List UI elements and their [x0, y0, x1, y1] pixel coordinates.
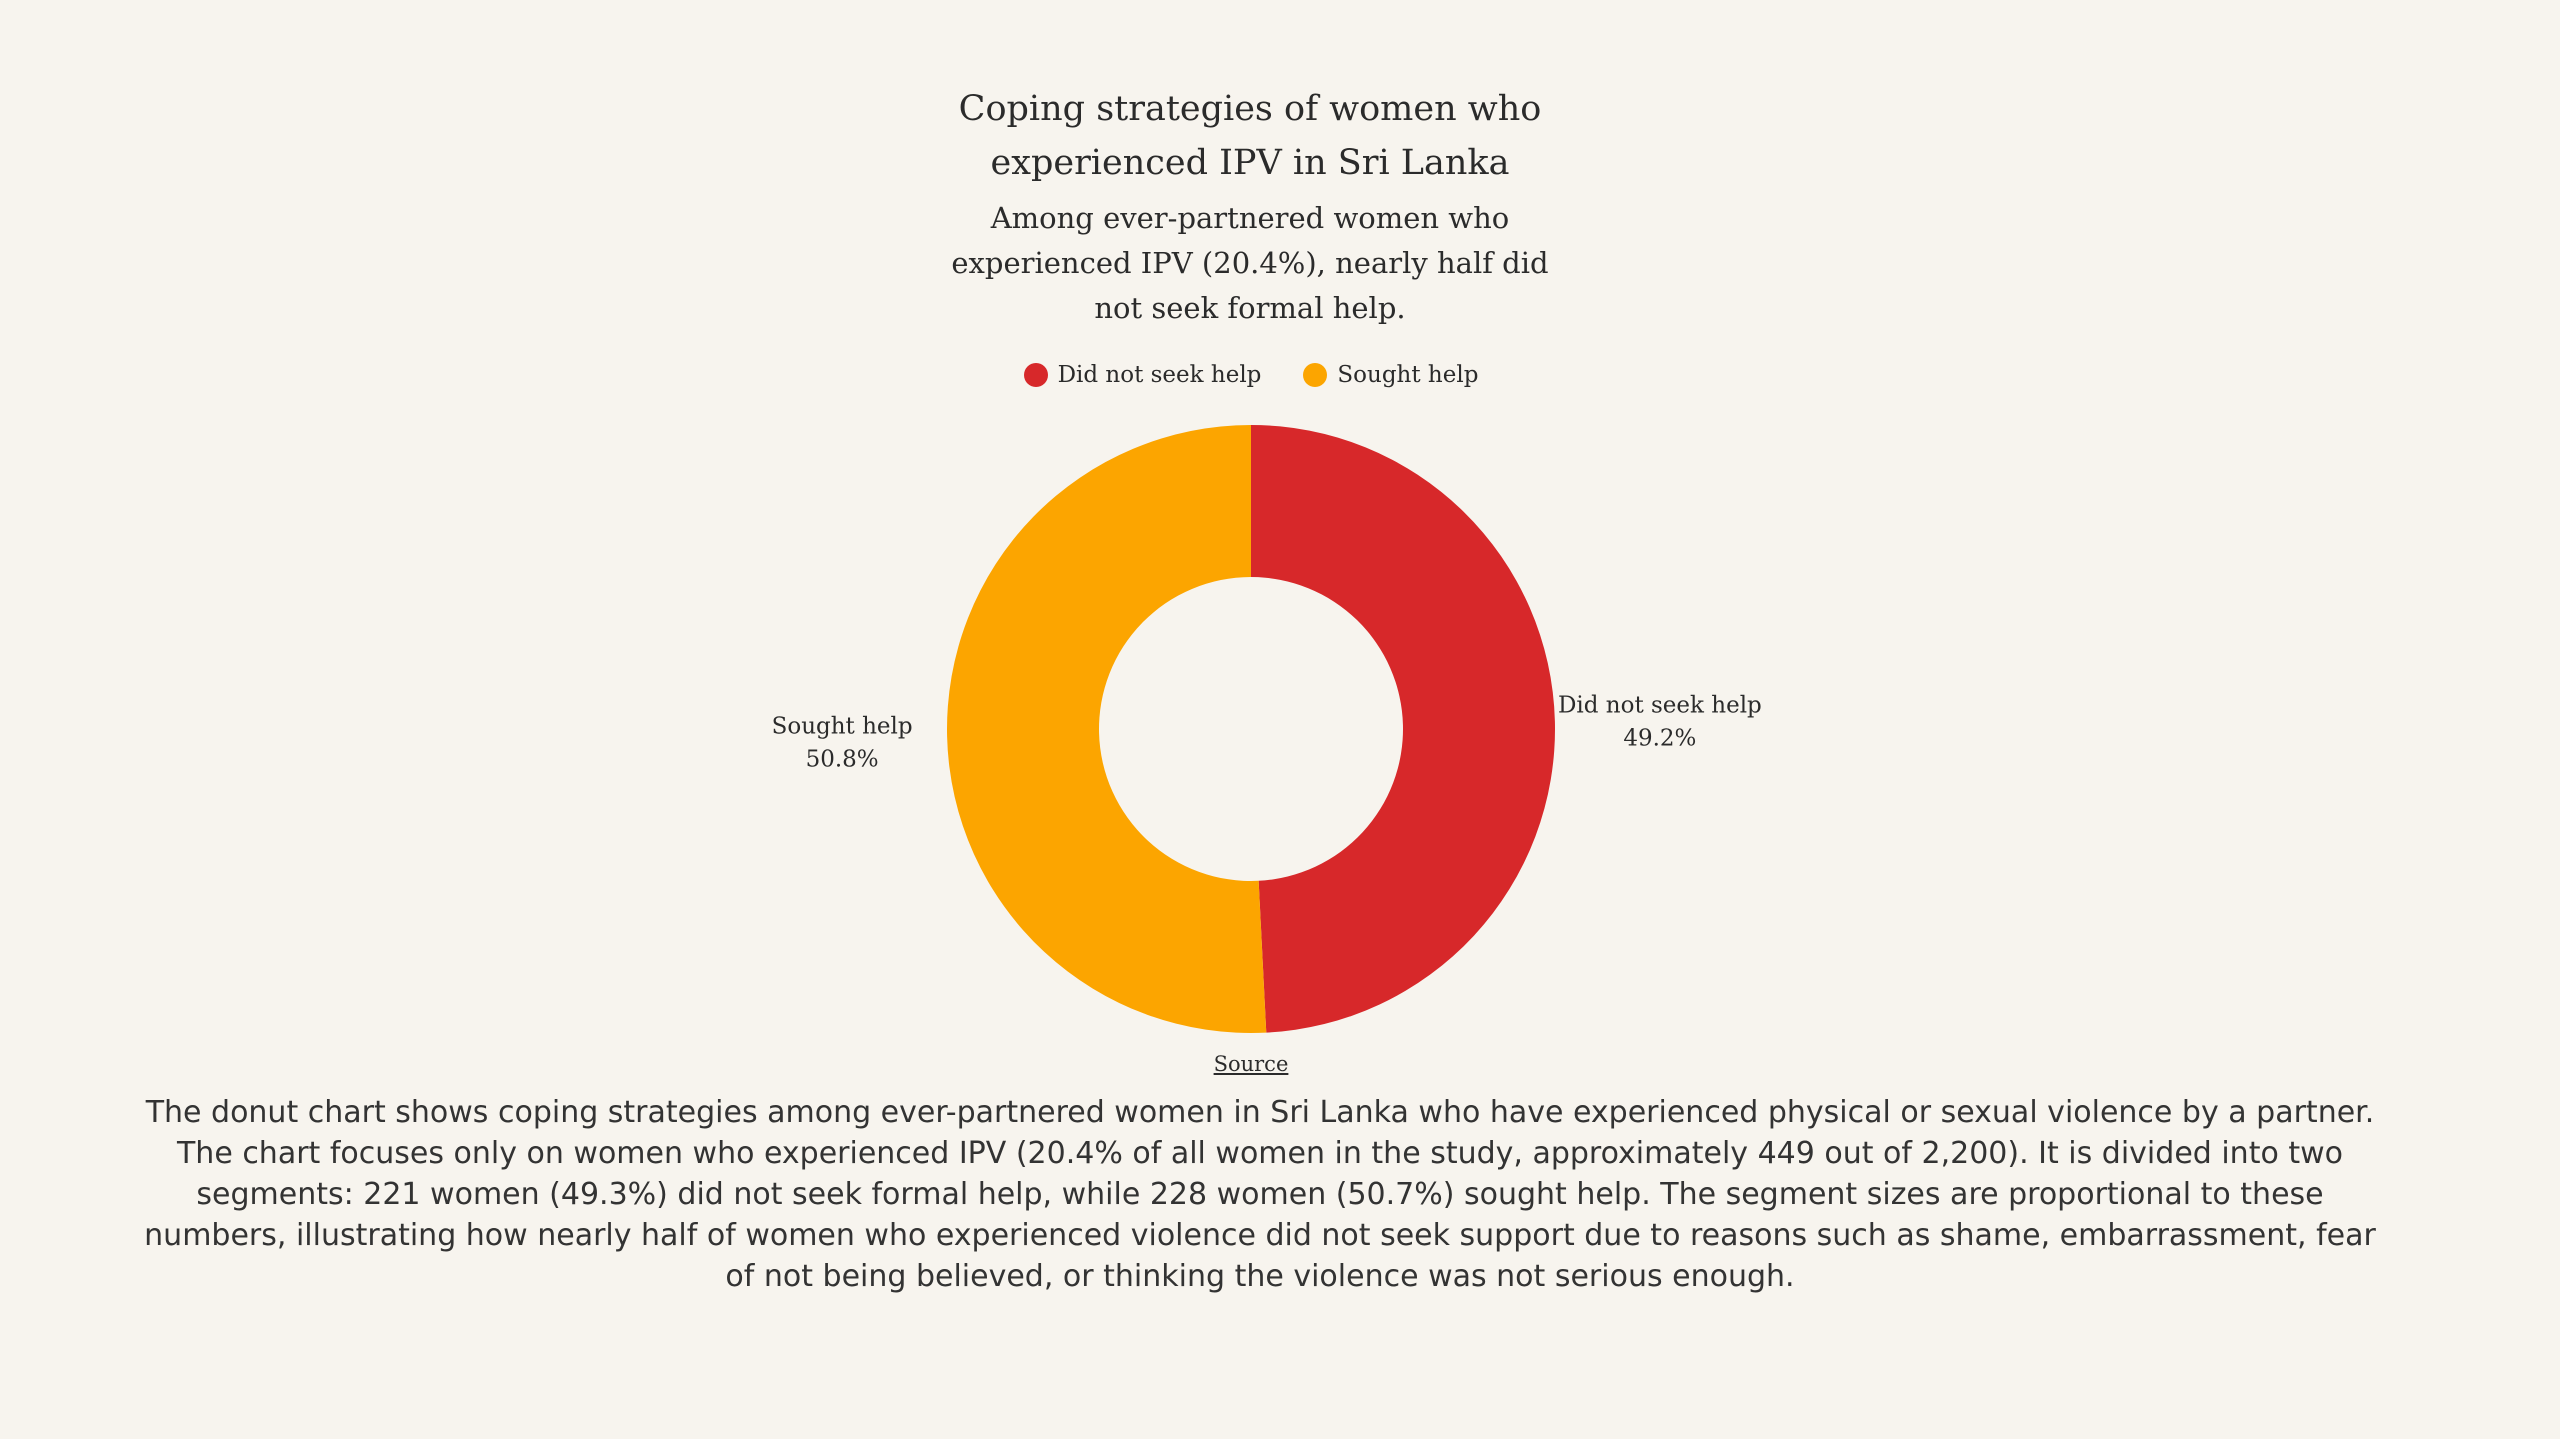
slice-label-sought-help: Sought help 50.8%: [772, 713, 913, 772]
legend-label-sought-help: Sought help: [1337, 362, 1479, 388]
source-link[interactable]: Source: [1213, 1052, 1289, 1076]
chart-title: Coping strategies of women who experienc…: [958, 89, 1542, 183]
donut-slice-sought-help[interactable]: [947, 425, 1267, 1033]
chart-subtitle: Among ever-partnered women who experienc…: [951, 201, 1549, 325]
chart-description: The donut chart shows coping strategies …: [144, 1095, 2376, 1294]
donut-slices: [947, 425, 1556, 1033]
legend-item-sought-help[interactable]: Sought help: [1303, 362, 1478, 388]
slice-labels: Did not seek help 49.2% Sought help 50.8%: [772, 693, 1762, 773]
legend-swatch-sought-help: [1303, 363, 1328, 387]
donut-slice-did-not-seek-help[interactable]: [1251, 425, 1556, 1033]
slice-label-did-not-seek-help: Did not seek help 49.2%: [1558, 693, 1762, 752]
legend-label-did-not-seek-help: Did not seek help: [1057, 362, 1262, 388]
legend-item-did-not-seek-help[interactable]: Did not seek help: [1023, 362, 1262, 388]
legend-swatch-did-not-seek-help: [1023, 363, 1048, 387]
chart-legend: Did not seek help Sought help: [0, 362, 2502, 388]
